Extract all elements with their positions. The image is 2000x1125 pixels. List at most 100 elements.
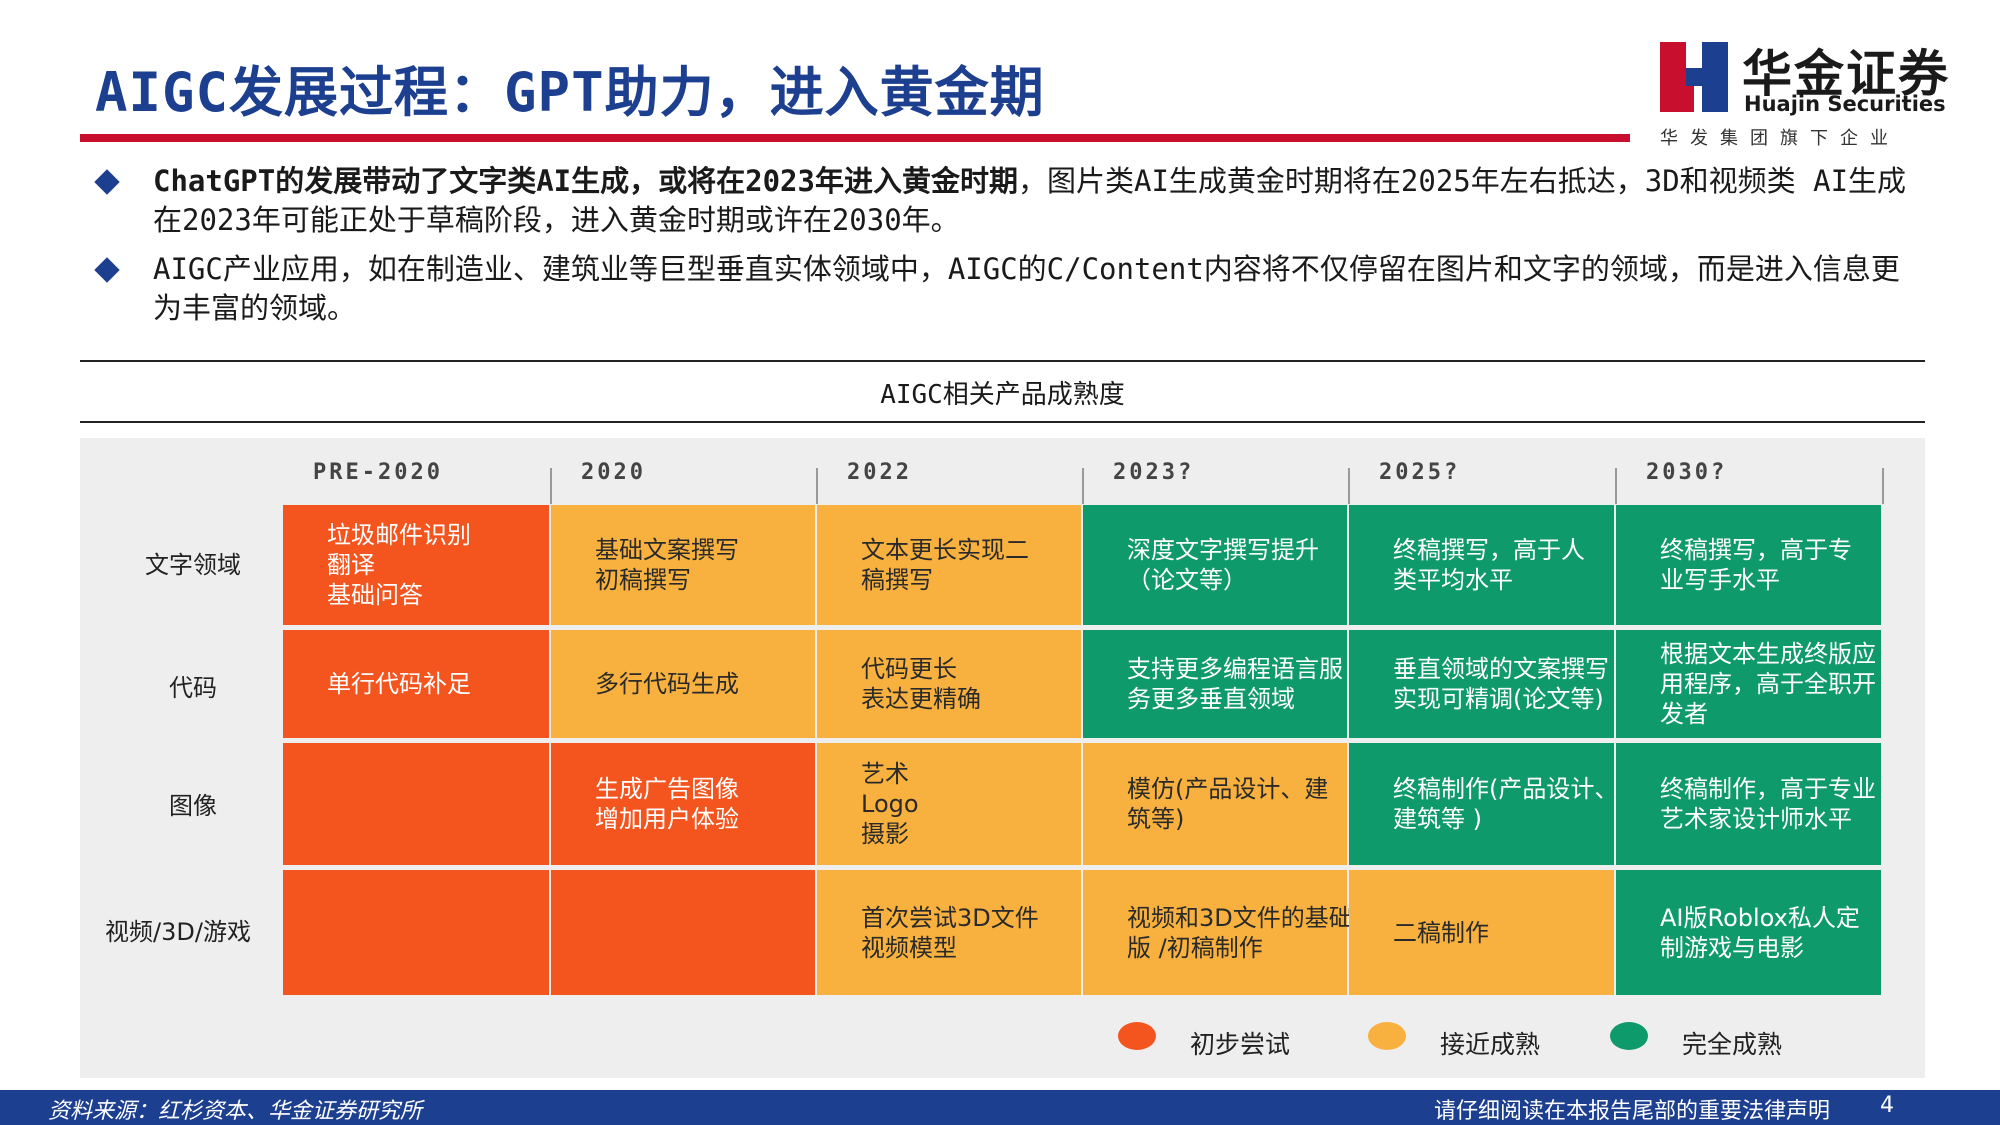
maturity-cell: 生成广告图像 增加用户体验 [551,743,815,865]
cell-text: 稿撰写 [861,566,933,594]
maturity-cell: 首次尝试3D文件 视频模型 [817,870,1081,995]
column-header: 2022 [847,460,912,485]
cell-text: 二稿制作 [1393,919,1489,947]
maturity-cell: 艺术 Logo 摄影 [817,743,1081,865]
diamond-bullet-icon [94,257,120,283]
page-title: AIGC发展过程：GPT助力，进入黄金期 [95,61,1045,124]
column-divider [550,468,552,504]
maturity-cell: 视频和3D文件的基础版 /初稿制作 [1083,870,1353,995]
figure-top-rule [80,360,1925,362]
cell-text: 版 /初稿制作 [1127,934,1263,962]
column-header: PRE-2020 [313,460,443,485]
logo-tagline: 华发集团旗下企业 [1660,128,1900,149]
maturity-cell: 基础文案撰写 初稿撰写 [551,505,815,625]
cell-text: 表达更精确 [861,685,981,713]
huajin-logo-mark-icon [1660,42,1728,112]
maturity-cell [283,743,549,865]
maturity-cell [551,870,815,995]
cell-text: Logo [861,790,919,818]
row-label: 文字领域 [145,551,241,579]
maturity-cell: 终稿制作(产品设计、 建筑等 ) [1349,743,1618,865]
maturity-cell [283,870,549,995]
cell-text: 深度文字撰写提升 [1127,536,1319,564]
title-underline [80,134,1630,142]
row-label: 代码 [169,674,217,702]
bullet-text: ，图片类AI生成黄金时期将在2025年左右抵达，3D和视频类 AI生成在2023… [153,164,1907,237]
maturity-cell: 终稿撰写，高于人 类平均水平 [1349,505,1614,625]
maturity-cell: AI版Roblox私人定 制游戏与电影 [1616,870,1881,995]
cell-text: 摄影 [861,820,909,848]
footer-source: 资料来源：红杉资本、华金证券研究所 [48,1099,423,1124]
cell-text: 建筑等 ) [1393,805,1482,833]
maturity-cell: 文本更长实现二 稿撰写 [817,505,1081,625]
cell-text: 单行代码补足 [327,670,471,698]
cell-text: 视频模型 [861,934,957,962]
maturity-cell: 根据文本生成终版应 用程序，高于全职开 发者 [1616,630,1881,738]
cell-text: 终稿撰写，高于专 [1660,536,1852,564]
logo-name-en: Huajin Securities [1744,92,1946,116]
cell-text: 终稿制作，高于专业 [1660,775,1876,803]
footer-bar: 资料来源：红杉资本、华金证券研究所 请仔细阅读在本报告尾部的重要法律声明 4 [0,1090,2000,1125]
row-label: 视频/3D/游戏 [105,918,251,946]
maturity-cell: 垃圾邮件识别 翻译 基础问答 [283,505,549,625]
cell-text: 基础问答 [327,581,423,609]
logo-name-cn: 华金证券 [1742,45,1950,103]
cell-text: 根据文本生成终版应 [1660,640,1876,668]
cell-text: 生成广告图像 [595,775,739,803]
bullet-item: ChatGPT的发展带动了文字类AI生成，或将在2023年进入黄金时期，图片类A… [94,162,1928,240]
column-divider [1882,468,1884,504]
figure-caption: AIGC相关产品成熟度 [880,380,1125,410]
legend-label: 接近成熟 [1440,1030,1541,1059]
maturity-cell: 垂直领域的文案撰写 实现可精调(论文等) [1349,630,1614,738]
row-label: 图像 [169,792,217,820]
cell-text: 初稿撰写 [595,566,691,594]
cell-text: 类平均水平 [1393,566,1513,594]
maturity-cell: 终稿撰写，高于专 业写手水平 [1616,505,1881,625]
column-divider [1082,468,1084,504]
cell-text: 务更多垂直领域 [1127,685,1295,713]
column-divider [816,468,818,504]
legend-label: 完全成熟 [1682,1030,1783,1059]
cell-text: 业写手水平 [1660,566,1780,594]
legend-label: 初步尝试 [1190,1030,1291,1059]
column-header: 2020 [581,460,646,485]
maturity-cell: 深度文字撰写提升 （论文等） [1083,505,1347,625]
bullet-bold-text: ChatGPT的发展带动了文字类AI生成，或将在2023年进入黄金时期 [153,164,1018,198]
cell-text: 艺术家设计师水平 [1660,805,1852,833]
maturity-cell: 支持更多编程语言服 务更多垂直领域 [1083,630,1347,738]
maturity-cell: 单行代码补足 [283,630,549,738]
column-header: 2023? [1113,460,1195,485]
cell-text: 垃圾邮件识别 [327,521,471,549]
cell-text: 制游戏与电影 [1660,934,1804,962]
cell-text: 支持更多编程语言服 [1127,655,1343,683]
cell-text: 基础文案撰写 [595,536,739,564]
bullet-list: ChatGPT的发展带动了文字类AI生成，或将在2023年进入黄金时期，图片类A… [94,162,1928,338]
maturity-cell: 多行代码生成 [551,630,815,738]
cell-text: 代码更长 [861,655,957,683]
column-divider [1348,468,1350,504]
company-logo: 华金证券 Huajin Securities 华发集团旗下企业 [1660,42,1960,152]
cell-text: 用程序，高于全职开 [1660,670,1876,698]
cell-text: 模仿(产品设计、建 [1127,775,1329,803]
maturity-cell: 模仿(产品设计、建 筑等) [1083,743,1347,865]
footer-legal-notice: 请仔细阅读在本报告尾部的重要法律声明 [1433,1099,1830,1124]
column-header: 2030? [1646,460,1728,485]
cell-text: 文本更长实现二 [861,536,1029,564]
cell-text: 筑等) [1127,805,1185,833]
cell-text: 终稿制作(产品设计、 [1393,775,1619,803]
cell-text: 垂直领域的文案撰写 [1393,655,1609,683]
cell-text: 艺术 [861,760,909,788]
column-header: 2025? [1379,460,1461,485]
bullet-item: AIGC产业应用，如在制造业、建筑业等巨型垂直实体领域中，AIGC的C/Cont… [94,250,1928,328]
cell-text: 发者 [1660,700,1708,728]
column-divider [1615,468,1617,504]
maturity-cell: 终稿制作，高于专业 艺术家设计师水平 [1616,743,1881,865]
cell-text: 视频和3D文件的基础 [1127,904,1353,932]
cell-text: 翻译 [327,551,375,579]
diamond-bullet-icon [94,169,120,195]
cell-text: （论文等） [1127,566,1247,594]
cell-text: 多行代码生成 [595,670,739,698]
cell-text: 实现可精调(论文等) [1393,685,1604,713]
bullet-text: AIGC产业应用，如在制造业、建筑业等巨型垂直实体领域中，AIGC的C/Cont… [153,252,1900,325]
cell-text: 终稿撰写，高于人 [1393,536,1585,564]
